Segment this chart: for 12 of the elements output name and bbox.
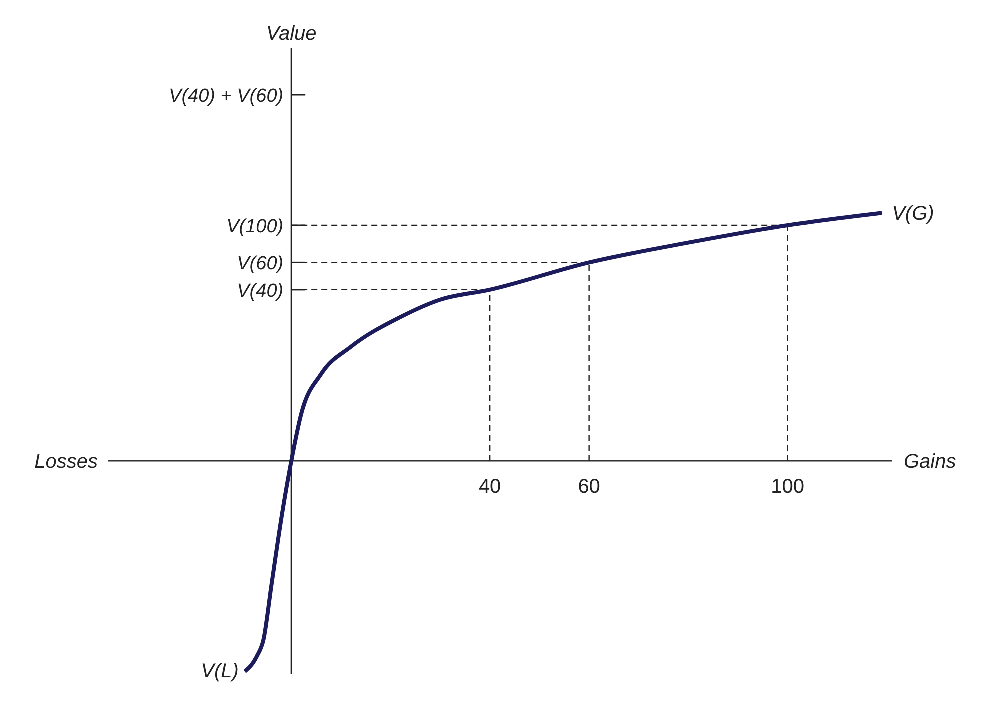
x-tick-label: 40 [478, 476, 502, 498]
ref-line-label: V(60) [237, 254, 284, 275]
x-axis-title: Gains [904, 450, 956, 473]
annotation: V(G) [892, 203, 934, 226]
text: Losses [34, 450, 98, 473]
annotation: V(L) [201, 660, 239, 683]
ref-line-label: V(100) [226, 216, 284, 238]
text: Value [266, 23, 317, 45]
ref-line-label: V(40) [237, 280, 284, 302]
text: V(40) + V(60) [169, 86, 284, 107]
x-tick-label: 60 [578, 476, 600, 498]
x-tick-label: 100 [771, 476, 804, 498]
